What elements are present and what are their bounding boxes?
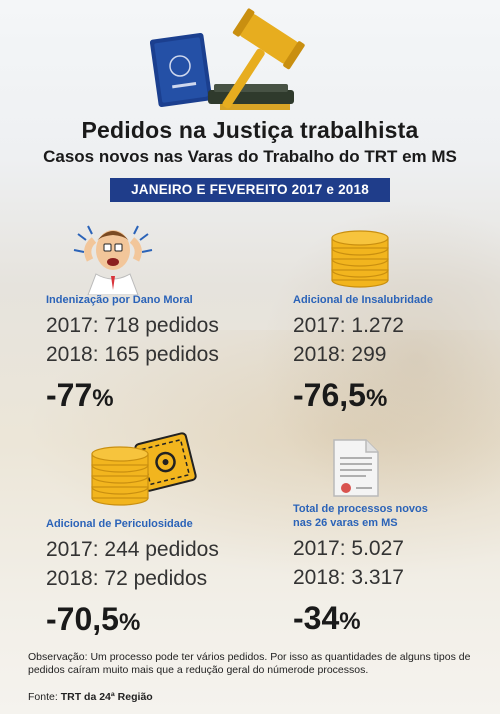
card-total-processos: Total de processos novos nas 26 varas em… (293, 502, 500, 640)
card-value-2017: 2017: 5.027 (293, 537, 404, 560)
page-subtitle: Casos novos nas Varas do Trabalho do TRT… (43, 147, 457, 166)
card-delta-percent-sign: % (92, 385, 114, 412)
coin-stack-icon (331, 230, 389, 288)
period-banner: JANEIRO E FEVEREITO 2017 e 2018 (110, 178, 390, 202)
card-value-2018: 2018: 165 pedidos (46, 343, 219, 366)
card-delta-percent-sign: % (365, 385, 388, 412)
card-delta: -77% (46, 377, 266, 417)
card-delta-percent-sign: % (118, 609, 141, 636)
stressed-man-icon (73, 225, 153, 295)
page-title: Pedidos na Justiça trabalhista (81, 117, 419, 143)
card-label-line2: nas 26 varas em MS (293, 517, 398, 529)
gavel-icon (208, 8, 305, 110)
card-delta: -70,5% (46, 601, 266, 641)
source-prefix: Fonte: (28, 691, 58, 703)
card-delta-percent-sign: % (339, 608, 361, 635)
card-label-line1: Total de processos novos (293, 503, 428, 515)
card-periculosidade: Adicional de Periculosidade 2017: 244 pe… (46, 517, 266, 641)
card-value-2018: 2018: 72 pedidos (46, 567, 208, 590)
card-delta-number: -70,5 (46, 601, 119, 637)
document-icon (333, 439, 379, 497)
work-card-icon (150, 32, 213, 108)
observation-note: Observação: Um processo pode ter vários … (28, 651, 471, 676)
coins-hazard-sign-icon (91, 432, 197, 506)
card-value-2017: 2017: 244 pedidos (46, 538, 219, 561)
source-value: TRT da 24ª Região (60, 691, 153, 703)
card-value-2017: 2017: 718 pedidos (46, 314, 219, 337)
card-label: Adicional de Periculosidade (46, 518, 193, 530)
header-illustration (150, 8, 305, 110)
card-insalubridade: Adicional de Insalubridade 2017: 1.272 2… (293, 293, 500, 417)
card-dano-moral: Indenização por Dano Moral 2017: 718 ped… (46, 293, 266, 417)
card-delta: -76,5% (293, 377, 500, 417)
card-label: Adicional de Insalubridade (293, 294, 433, 306)
card-delta-number: -77 (46, 377, 93, 413)
source-credit: Fonte: TRT da 24ª Região (28, 691, 153, 703)
card-delta: -34% (293, 600, 500, 640)
card-label: Indenização por Dano Moral (46, 294, 193, 306)
card-value-2017: 2017: 1.272 (293, 314, 404, 337)
card-delta-number: -76,5 (293, 377, 366, 413)
card-delta-number: -34 (293, 600, 340, 636)
card-value-2018: 2018: 299 (293, 343, 387, 366)
header: Pedidos na Justiça trabalhista Casos nov… (0, 0, 500, 178)
card-value-2018: 2018: 3.317 (293, 566, 404, 589)
